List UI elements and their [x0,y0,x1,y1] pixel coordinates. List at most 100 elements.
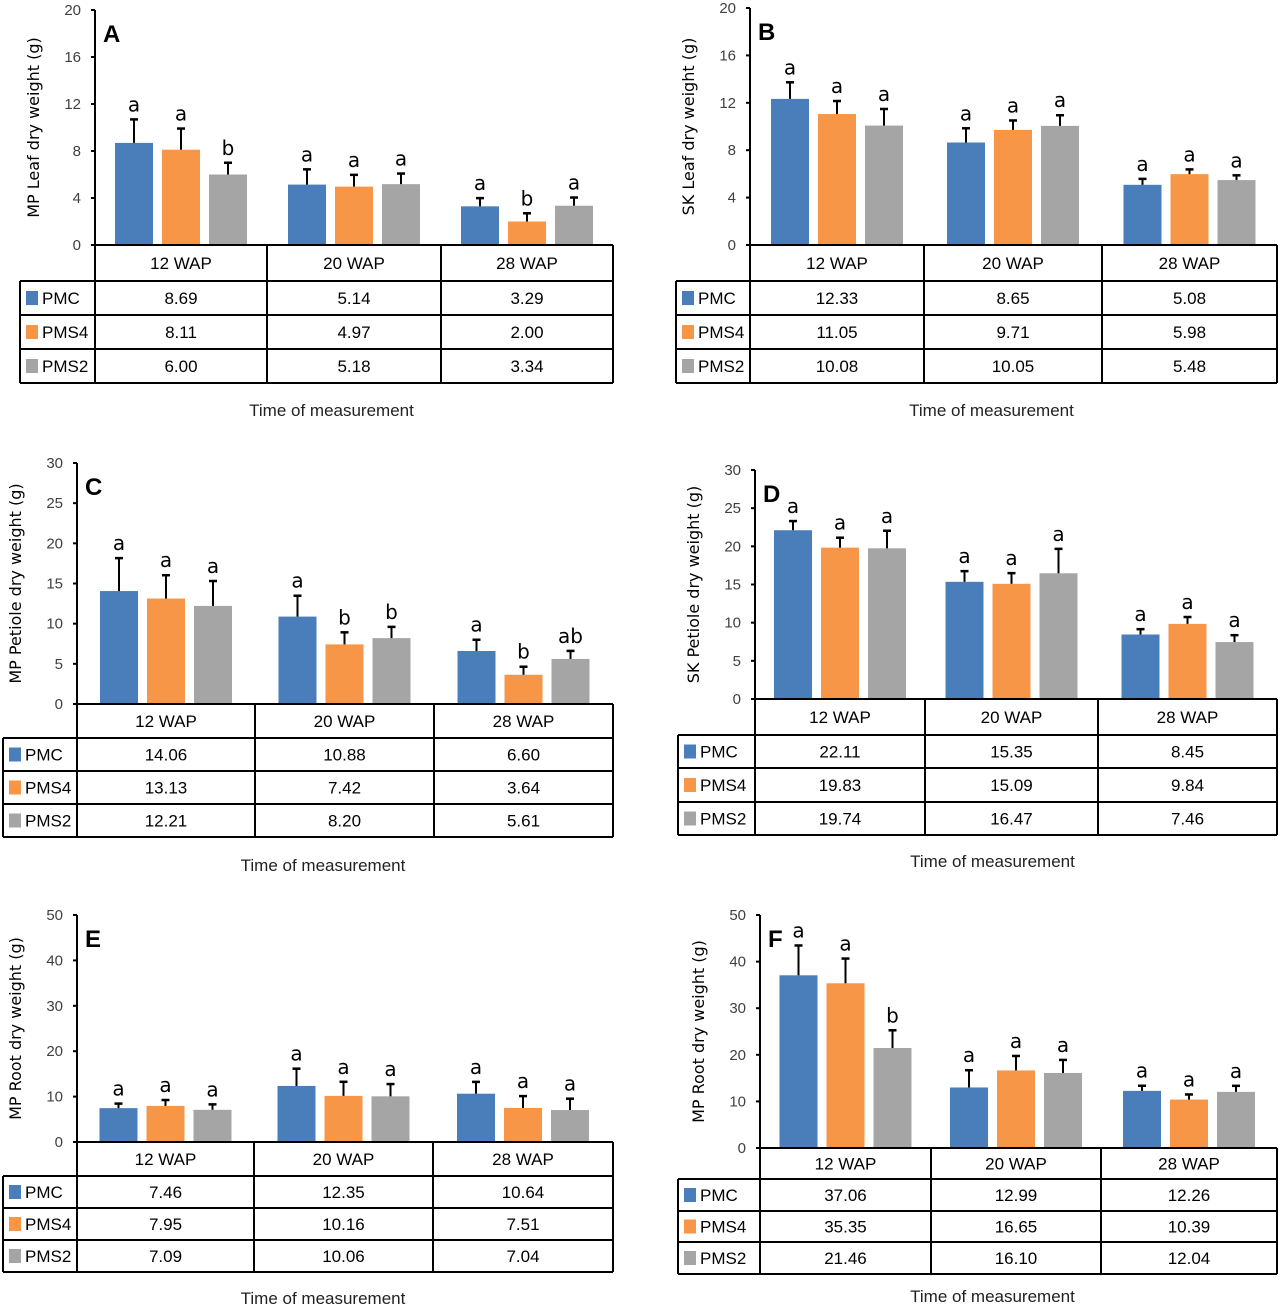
significance-letter: a [470,613,482,637]
bar-pms4 [324,1095,363,1142]
legend-label: PMC [700,743,738,762]
category-label: 28 WAP [1159,254,1221,273]
panel-e: 0 10 20 30 40 50 MP Root dry weight (g) Ea a a a a a… [2,907,614,1306]
table-value: 22.11 [819,743,860,762]
category-label: 28 WAP [1158,1155,1220,1174]
category-label: 20 WAP [982,254,1044,273]
category-label: 28 WAP [493,712,555,731]
significance-letter: a [517,1069,529,1093]
legend-label: PMC [25,1183,63,1202]
category-label: 12 WAP [815,1155,877,1174]
significance-letter: a [206,1077,218,1101]
legend-label: PMS2 [25,812,71,831]
legend-label: PMS4 [25,779,71,798]
legend-swatch-pmc [9,747,21,762]
bar-pms2 [372,638,411,704]
y-tick-label: 25 [46,495,63,512]
table-value: 12.26 [1168,1186,1211,1205]
bar-pms2 [868,548,906,699]
significance-letter: a [301,142,313,166]
y-tick-label: 20 [724,538,741,555]
legend-swatch-pms2 [26,359,38,373]
legend-swatch-pms2 [684,811,696,826]
y-tick-label: 0 [738,1140,746,1157]
table-value: 10.16 [322,1215,365,1234]
table-value: 5.61 [507,812,540,831]
panel-label: A [103,21,120,48]
bar-pms4 [147,598,185,704]
bar-pms2 [865,125,903,245]
legend-label: PMS2 [700,810,746,829]
table-value: 7.51 [506,1215,539,1234]
table-value: 21.46 [824,1249,867,1268]
table-value: 16.10 [995,1249,1038,1268]
significance-letter: a [291,569,303,593]
significance-letter: a [1136,152,1148,176]
table-value: 5.14 [337,289,370,308]
significance-letter: a [792,918,804,942]
y-tick-label: 8 [73,143,81,160]
table-value: 9.84 [1171,776,1204,795]
legend-swatch-pmc [684,1188,696,1202]
legend-swatch-pms4 [682,325,694,339]
bar-pmc [1123,184,1162,245]
bar-pmc [99,1108,138,1142]
table-value: 19.83 [819,776,862,795]
bar-pmc [457,1093,495,1142]
bar-pms4 [818,114,856,246]
legend-swatch-pms4 [26,325,38,339]
significance-letter: a [1057,1033,1069,1057]
y-axis-label: MP Leaf dry weight (g) [24,37,43,218]
significance-letter: a [384,1057,396,1081]
bar-pmc [945,581,984,699]
y-tick-label: 30 [724,462,741,479]
legend-label: PMS4 [42,323,88,342]
significance-letter: a [881,504,893,528]
legend-label: PMS4 [698,323,744,342]
bar-pmc [1121,634,1160,699]
table-value: 12.33 [816,289,859,308]
legend-label: PMS2 [700,1249,746,1268]
y-tick-label: 40 [46,952,63,969]
x-axis-label: Time of measurement [910,1287,1075,1306]
significance-letter: b [385,600,398,624]
significance-letter: a [839,932,851,956]
table-value: 6.00 [164,357,197,376]
bar-pms2 [555,205,593,245]
table-value: 9.71 [996,323,1029,342]
bar-pms2 [551,1110,589,1142]
category-label: 20 WAP [314,712,376,731]
table-value: 19.74 [819,810,862,829]
significance-letter: a [1183,142,1195,166]
table-value: 5.98 [1173,323,1206,342]
data-table: 12 WAP 20 WAP 28 WAP PMC 7.46 12.35 10.64 PMS4 7… [2,1141,614,1273]
x-axis-label: Time of measurement [241,856,406,875]
significance-letter: a [159,1073,171,1097]
bar-pms2 [551,658,590,704]
y-tick-label: 10 [46,1089,63,1106]
legend-swatch-pms2 [9,1249,21,1263]
legend-swatch-pms2 [684,1251,696,1265]
bar-pmc [278,616,317,704]
table-value: 7.46 [149,1183,182,1202]
table-value: 8.11 [165,323,197,342]
significance-letter: a [128,92,140,116]
bar-pms4 [992,583,1031,699]
category-label: 12 WAP [135,1150,197,1169]
y-tick-label: 30 [729,1000,746,1017]
bar-pms4 [325,644,364,704]
category-label: 20 WAP [323,254,385,273]
table-value: 4.97 [337,323,370,342]
table-value: 8.65 [996,289,1029,308]
y-tick-label: 0 [728,237,736,254]
significance-letter: a [958,544,970,568]
y-tick-label: 10 [729,1093,746,1110]
y-tick-label: 30 [46,998,63,1015]
y-axis-label: MP Root dry weight (g) [6,937,25,1120]
y-tick-label: 30 [46,455,63,472]
significance-letter: a [787,494,799,518]
legend-swatch-pms4 [9,780,21,795]
table-value: 37.06 [824,1186,867,1205]
table-value: 5.18 [337,357,370,376]
bar-pms4 [146,1105,185,1142]
